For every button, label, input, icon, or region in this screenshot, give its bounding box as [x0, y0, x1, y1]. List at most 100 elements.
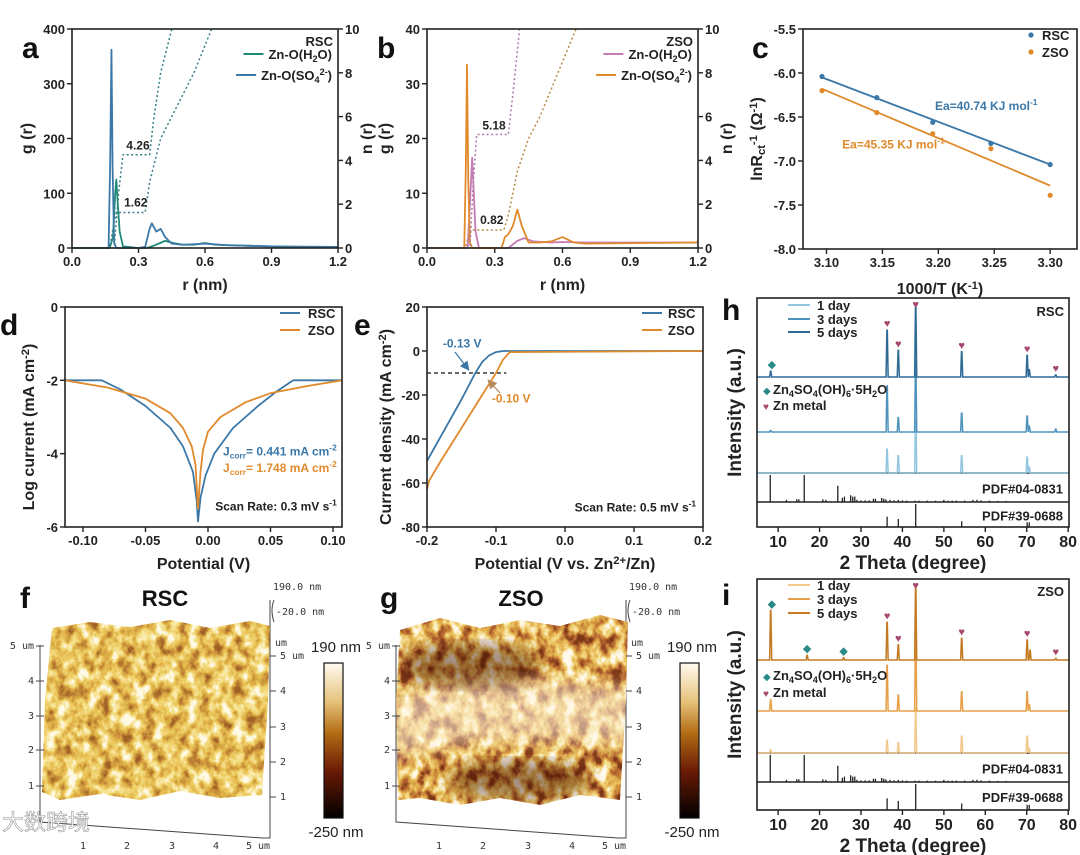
- x-tick-label: 0.05: [258, 533, 283, 548]
- y-tick-label: 400: [43, 22, 65, 37]
- panel-letter-b: b: [377, 32, 395, 65]
- panel-letter-h: h: [722, 294, 740, 327]
- watermark: 大数跨境: [2, 811, 90, 836]
- heart-marker-icon: ♥: [958, 340, 965, 352]
- afm-title: RSC: [142, 586, 189, 611]
- z-axis-mid: -20.0 nm: [632, 607, 680, 618]
- x-tick-label: 70: [1018, 534, 1036, 551]
- afm-panel-f: RSC 190.0 nm -20.0 nm um 5 um 4 3 2 1 5 um 4 3 2 1 1 2 3…: [10, 582, 364, 852]
- legend-label: RSC: [668, 306, 696, 321]
- series-line: [427, 28, 577, 249]
- legend-swatch: [1028, 32, 1034, 38]
- x-axis-label: 2 Theta (degree): [840, 836, 987, 855]
- y-tick-label: 5 um: [280, 651, 304, 662]
- legend-label: ZSO: [1042, 45, 1069, 60]
- colorbar-min-label: -250 nm: [308, 824, 363, 841]
- afm-surface: [396, 615, 628, 805]
- x-tick-label: 0.1: [625, 533, 643, 548]
- annotation: Scan Rate: 0.5 mV s-1: [575, 499, 697, 515]
- legend-label: 1 day: [817, 298, 851, 313]
- x-tick-label: 10: [769, 817, 787, 834]
- y-tick-label: 5 um: [10, 641, 34, 652]
- y-tick-label: 3: [28, 711, 34, 722]
- y-tick-label: -8.0: [774, 242, 796, 257]
- x-axis-label: Potential (V vs. Zn2+/Zn): [475, 555, 656, 573]
- heart-marker-icon: ♥: [958, 626, 965, 638]
- series-line: [426, 350, 703, 462]
- x-tick-label: 10: [769, 534, 787, 551]
- heart-marker-icon: ♥: [1024, 628, 1031, 640]
- colorbar-min-label: -250 nm: [664, 824, 719, 841]
- y-tick-label: -7.5: [774, 198, 796, 213]
- x-tick-label: 1.2: [689, 254, 707, 269]
- reference-label: PDF#39-0688: [982, 509, 1063, 524]
- afm-shadow: [450, 760, 590, 800]
- data-point: [819, 73, 825, 80]
- x-tick-label: 2: [124, 841, 130, 852]
- plot-frame: [756, 297, 1070, 528]
- x-tick-label: 0.0: [63, 254, 81, 269]
- legend-label: RSC: [308, 306, 336, 321]
- z-axis-unit: um: [631, 638, 643, 649]
- xrd-trace: [757, 584, 1069, 661]
- annotation: Ea=40.74 KJ mol-1: [935, 97, 1038, 113]
- y-tick-label: 1: [280, 792, 286, 803]
- afm-title: ZSO: [498, 586, 543, 611]
- panel-d: -0.10 -0.05 0.00 0.05 0.10 -6 -4 -2 0 Log current…: [20, 300, 346, 548]
- annotation: 1.62: [124, 195, 148, 209]
- x-tick-label: 60: [976, 534, 994, 551]
- y-tick-label: -4: [46, 447, 58, 462]
- marker-legend-label: Zn4SO4(OH)6·5H2O: [773, 382, 887, 399]
- x-tick-label: 70: [1018, 817, 1036, 834]
- x-axis-label: Potential (V): [157, 556, 250, 573]
- y-tick-label: 300: [43, 77, 65, 92]
- heart-icon: ♥: [763, 689, 769, 700]
- x-tick-label: 0.6: [196, 254, 214, 269]
- legend-label: Zn-O(H2O): [268, 47, 332, 64]
- legend-label: 3 days: [817, 592, 857, 607]
- data-point: [874, 110, 880, 116]
- y-tick-label: 2: [636, 757, 642, 768]
- heart-marker-icon: ♥: [884, 318, 891, 330]
- x-tick-label: 5 um: [602, 841, 626, 852]
- x-tick-label: 0.0: [418, 254, 436, 269]
- legend-label: 5 days: [817, 606, 857, 621]
- afm-frame: [39, 600, 271, 839]
- x-tick-label: 80: [1059, 817, 1077, 834]
- y-tick-label: 0: [413, 241, 420, 256]
- series-line: [72, 28, 213, 249]
- annotation: -0.10 V: [492, 392, 531, 406]
- diamond-marker-icon: ◆: [768, 598, 777, 610]
- x-tick-label: 50: [935, 534, 953, 551]
- annotation: 4.26: [126, 138, 150, 152]
- annotation: Ea=45.35 KJ mol-1: [842, 136, 945, 152]
- heart-marker-icon: ♥: [884, 610, 891, 622]
- arrow-icon: [487, 379, 501, 394]
- annotation: Scan Rate: 0.3 mV s-1: [215, 498, 337, 514]
- y2-tick-label: 6: [705, 110, 712, 125]
- afm-frame: [395, 600, 627, 839]
- heart-marker-icon: ♥: [1024, 343, 1031, 355]
- x-tick-label: 1: [436, 841, 442, 852]
- y-tick-label: 1: [384, 781, 390, 792]
- heart-marker-icon: ♥: [912, 299, 919, 311]
- x-tick-label: 3.10: [814, 255, 839, 270]
- y2-tick-label: 10: [705, 22, 719, 37]
- x-tick-label: -0.10: [68, 533, 98, 548]
- x-tick-label: 30: [852, 817, 870, 834]
- y-tick-label: 40: [406, 22, 420, 37]
- x-tick-label: 5 um: [246, 841, 270, 852]
- x-tick-label: 60: [976, 817, 994, 834]
- heart-marker-icon: ♥: [1052, 646, 1059, 658]
- y-tick-label: 20: [406, 132, 420, 147]
- y-axis-label: Intensity (a.u.): [725, 630, 746, 759]
- y-tick-label: 5 um: [366, 641, 390, 652]
- y2-tick-label: 4: [705, 153, 713, 168]
- x-tick-label: -0.05: [131, 533, 161, 548]
- legend-label: 5 days: [817, 325, 857, 340]
- y-tick-label: 0: [51, 300, 58, 315]
- y-tick-label: 1: [636, 792, 642, 803]
- y-tick-label: -80: [401, 520, 420, 535]
